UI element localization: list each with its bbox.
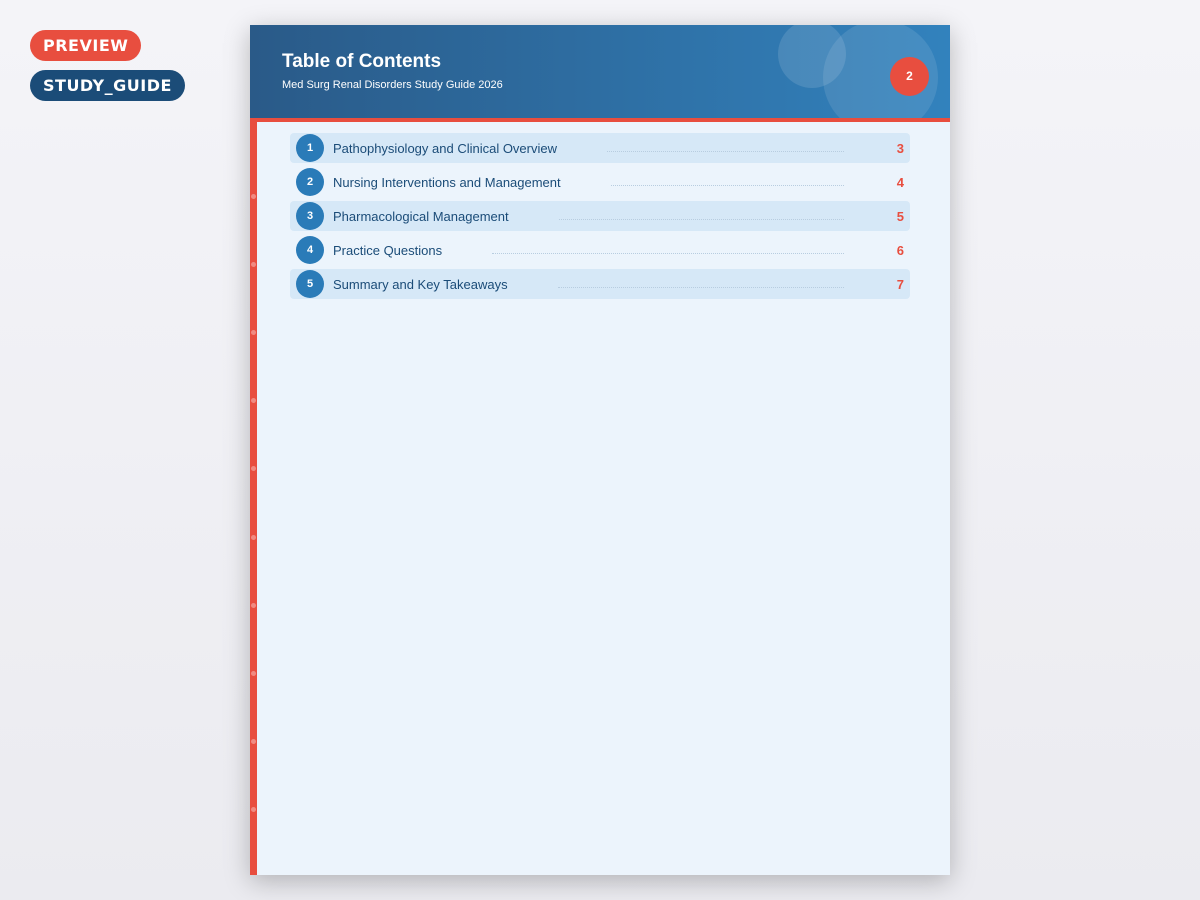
section-number: 4 [296, 236, 324, 264]
dot-leader [607, 150, 844, 152]
page-number-badge: 2 [890, 57, 929, 96]
section-title: Practice Questions [333, 242, 443, 258]
dot-leader [557, 286, 844, 288]
dot-leader [492, 252, 844, 254]
toc-entry[interactable]: 2 Nursing Interventions and Management 4 [290, 167, 910, 197]
binding-dot [251, 671, 256, 676]
section-page: 4 [896, 174, 904, 190]
section-page: 3 [896, 140, 904, 156]
binding-dot [251, 807, 256, 812]
section-page: 7 [896, 276, 904, 292]
binding-rail [250, 122, 257, 875]
table-of-contents: 1 Pathophysiology and Clinical Overview … [290, 133, 910, 303]
section-number: 2 [296, 168, 324, 196]
decorative-circle [778, 25, 846, 88]
preview-badge: PREVIEW [30, 30, 142, 61]
section-title: Summary and Key Takeaways [333, 276, 508, 292]
binding-dot [251, 603, 256, 608]
section-page: 6 [896, 242, 904, 258]
binding-dot [251, 739, 256, 744]
dot-leader [558, 218, 844, 220]
toc-entry[interactable]: 3 Pharmacological Management 5 [290, 201, 910, 231]
page-header: Table of Contents Med Surg Renal Disorde… [250, 25, 950, 122]
dot-leader [610, 184, 844, 186]
document-page: Table of Contents Med Surg Renal Disorde… [250, 25, 950, 875]
section-title: Pharmacological Management [333, 208, 509, 224]
binding-dot [251, 466, 256, 471]
toc-entry[interactable]: 5 Summary and Key Takeaways 7 [290, 269, 910, 299]
section-page: 5 [896, 208, 904, 224]
section-number: 3 [296, 202, 324, 230]
study-guide-badge: STUDY_GUIDE [30, 70, 185, 101]
binding-dot [251, 194, 256, 199]
section-number: 1 [296, 134, 324, 162]
page-subtitle: Med Surg Renal Disorders Study Guide 202… [282, 79, 503, 91]
section-title: Nursing Interventions and Management [333, 174, 561, 190]
page-title: Table of Contents [282, 51, 442, 72]
section-number: 5 [296, 270, 324, 298]
section-title: Pathophysiology and Clinical Overview [333, 140, 558, 156]
toc-entry[interactable]: 4 Practice Questions 6 [290, 235, 910, 265]
binding-dot [251, 262, 256, 267]
binding-dot [251, 398, 256, 403]
binding-dot [251, 330, 256, 335]
binding-dot [251, 535, 256, 540]
toc-entry[interactable]: 1 Pathophysiology and Clinical Overview … [290, 133, 910, 163]
